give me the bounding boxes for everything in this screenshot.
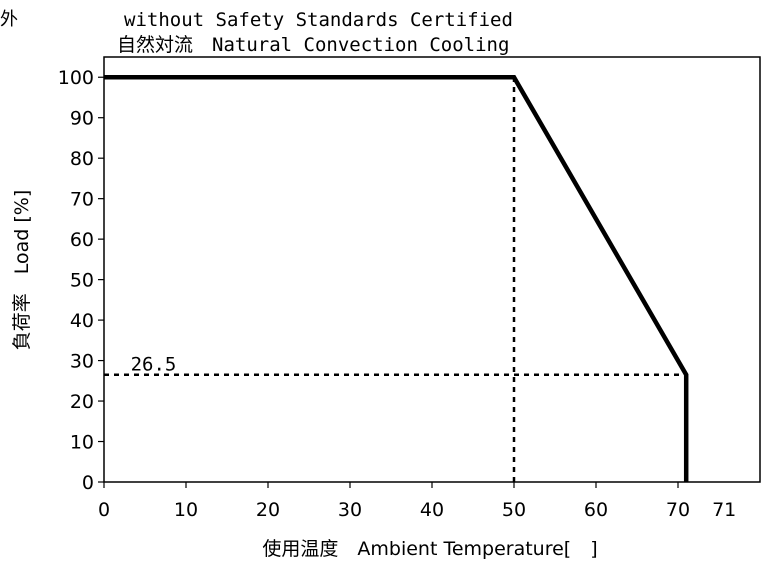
chart-title-line-1: without Safety Standards Certified: [124, 9, 513, 31]
x-tick-label: 30: [338, 499, 362, 521]
y-tick-label: 40: [70, 310, 94, 332]
annotation-label: 26.5: [131, 354, 177, 376]
y-tick-label: 0: [82, 472, 94, 494]
x-tick-label: 0: [98, 499, 110, 521]
series-group: [104, 74, 689, 482]
y-tick-label: 100: [58, 67, 94, 89]
y-tick-label: 30: [70, 351, 94, 373]
reference-lines: [104, 77, 687, 482]
x-tick-label: 70: [666, 499, 690, 521]
x-axis-label: 使用温度 Ambient Temperature[ ]: [262, 538, 597, 560]
x-tick-label: 10: [174, 499, 198, 521]
x-tick-label: 60: [584, 499, 608, 521]
x-tick-label: 40: [420, 499, 444, 521]
y-tick-label: 80: [70, 148, 94, 170]
y-tick-label: 50: [70, 270, 94, 292]
corner-label: 外: [0, 9, 18, 30]
y-axis-label: 負荷率 Load [%]: [11, 190, 33, 351]
y-tick-label: 70: [70, 189, 94, 211]
y-tick-label: 20: [70, 391, 94, 413]
chart-title-line-2: 自然対流 Natural Convection Cooling: [117, 34, 509, 56]
plot-area: 26.5: [103, 56, 761, 483]
y-axis: 0 10 20 30 40 50 60 70 80 90 100: [58, 67, 104, 494]
x-tick-label: 50: [502, 499, 526, 521]
x-extra-label: 71: [712, 499, 736, 521]
x-axis: 0 10 20 30 40 50 60 70 71: [98, 482, 736, 521]
annotations-group: 26.5: [131, 354, 177, 376]
series-line: [104, 74, 689, 482]
x-tick-label: 20: [256, 499, 280, 521]
y-tick-label: 10: [70, 432, 94, 454]
y-tick-label: 90: [70, 108, 94, 130]
plot-frame: [103, 56, 761, 483]
y-tick-label: 60: [70, 229, 94, 251]
